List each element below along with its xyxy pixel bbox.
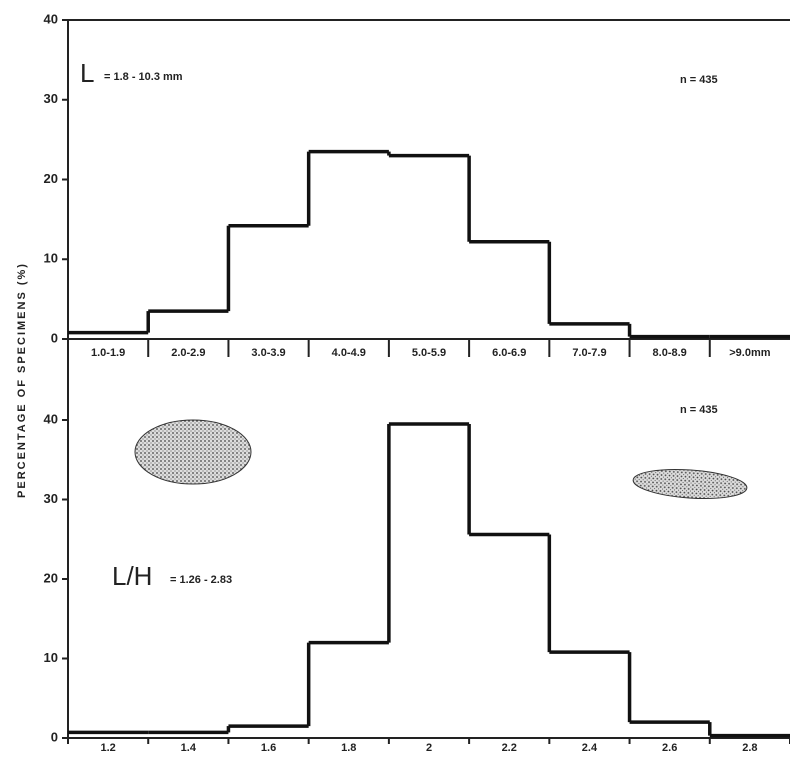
- x-tick-label: 8.0-8.9: [653, 347, 687, 359]
- y-tick-label: 40: [44, 11, 58, 26]
- x-tick-label: 4.0-4.9: [332, 347, 366, 359]
- y-tick-label: 30: [44, 491, 58, 506]
- y-tick-label: 20: [44, 570, 58, 585]
- x-tick-label: 2.4: [582, 742, 598, 754]
- x-tick-label: 1.6: [261, 742, 276, 754]
- y-tick-label: 10: [44, 650, 58, 665]
- x-tick-label: 2.0-2.9: [171, 347, 205, 359]
- x-tick-label: 1.8: [341, 742, 356, 754]
- annotation: = 1.26 - 2.83: [170, 574, 232, 586]
- annotation: n = 435: [680, 74, 718, 86]
- x-tick-label: 1.0-1.9: [91, 347, 125, 359]
- y-tick-label: 10: [44, 251, 58, 266]
- x-tick-label: 3.0-3.9: [251, 347, 285, 359]
- x-tick-label: 2.6: [662, 742, 677, 754]
- shell-illustration: [134, 419, 252, 485]
- annotation: n = 435: [680, 404, 718, 416]
- y-tick-label: 40: [44, 411, 58, 426]
- y-tick-label: 30: [44, 91, 58, 106]
- y-tick-label: 20: [44, 171, 58, 186]
- x-tick-label: 2: [426, 742, 432, 754]
- x-tick-label: 2.8: [742, 742, 757, 754]
- annotation: L: [80, 58, 94, 88]
- x-tick-label: 5.0-5.9: [412, 347, 446, 359]
- y-tick-label: 0: [51, 729, 58, 744]
- y-axis-label: PERCENTAGE OF SPECIMENS (%): [16, 262, 28, 498]
- x-tick-label: 6.0-6.9: [492, 347, 526, 359]
- x-tick-label: 1.4: [181, 742, 197, 754]
- y-tick-label: 0: [51, 330, 58, 345]
- x-tick-label: 2.2: [502, 742, 517, 754]
- shell-illustration: [632, 468, 748, 500]
- x-tick-label: >9.0mm: [729, 347, 770, 359]
- x-tick-label: 7.0-7.9: [572, 347, 606, 359]
- x-tick-label: 1.2: [100, 742, 115, 754]
- annotation: = 1.8 - 10.3 mm: [104, 71, 183, 83]
- annotation: L/H: [112, 561, 152, 591]
